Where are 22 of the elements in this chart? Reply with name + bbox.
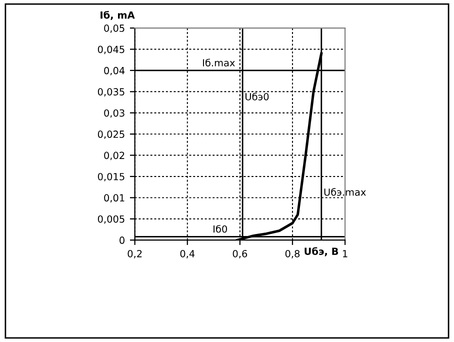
y-tick-label: 0,035 (98, 88, 124, 96)
x-tick-label: 0,8 (285, 250, 300, 258)
y-tick-label: 0,05 (104, 24, 124, 33)
y-tick-label: 0,03 (104, 109, 124, 118)
ref-line-label: Iб.max (203, 58, 235, 66)
x-tick-label: 0,6 (232, 250, 248, 258)
y-tick-label: 0,02 (104, 152, 124, 160)
ref-line-label: Iб0 (214, 224, 228, 233)
x-tick-label: 0,2 (128, 250, 142, 258)
y-axis-title: Iб, mA (100, 10, 135, 20)
ref-line-label: Uбэ.max (324, 188, 366, 196)
y-tick-label: 0,01 (104, 194, 124, 202)
x-tick-label: 1 (343, 250, 348, 258)
x-tick-label: 0,4 (180, 250, 195, 258)
y-tick-label: 0,04 (104, 66, 125, 76)
y-tick-label: 0,025 (98, 130, 124, 139)
y-tick-label: 0 (120, 236, 124, 244)
y-tick-label: 0,005 (98, 215, 124, 224)
ref-line-label: Uбэ0 (246, 92, 269, 100)
y-tick-label: 0,045 (98, 46, 124, 54)
y-tick-label: 0,015 (98, 172, 124, 182)
x-axis-title: Uбэ, В (304, 247, 338, 256)
